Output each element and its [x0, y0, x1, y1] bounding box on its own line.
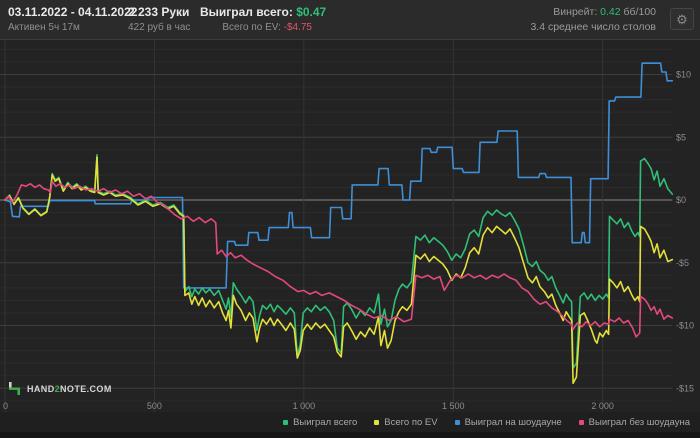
hand2note-logo-icon [9, 382, 20, 395]
y-tick-label: $5 [676, 132, 686, 142]
settings-button[interactable]: ⚙ [670, 8, 694, 30]
series-line-ev-total [4, 156, 674, 385]
series-line-won-nonshowdown [4, 180, 674, 338]
winnings-chart-svg[interactable]: $10 $5 $0 -$5 -$10 -$15 [0, 40, 700, 412]
winrate-group: Винрейт: 0.42 бб/100 3.4 среднее число с… [530, 5, 656, 35]
logo-part1: HAND [27, 383, 55, 394]
legend-item-won-nonshowdown[interactable]: Выиграл без шоудауна [578, 416, 690, 428]
x-tick-label: 0 [3, 401, 9, 411]
legend-dot-pink [578, 419, 584, 425]
winrate-value: 0.42 [600, 6, 621, 18]
won-total-value: $0.47 [296, 5, 327, 19]
legend-item-won-showdown[interactable]: Выиграл на шоудауне [454, 416, 562, 428]
chart-legend: Выиграл всего Всего по EV Выиграл на шоу… [283, 415, 690, 429]
winnings-group: Выиграл всего: $0.47 Всего по EV: -$4.75 [200, 5, 326, 35]
legend-label: Выиграл всего [293, 416, 358, 428]
legend-dot-blue [454, 419, 460, 425]
gear-icon: ⚙ [676, 12, 688, 27]
series-line-won-showdown [4, 62, 674, 289]
hand2note-logo-text: HAND2NOTE.COM [27, 384, 112, 394]
window-bottom-edge [0, 432, 700, 438]
series-line-won-total [4, 154, 674, 370]
x-tick-label: 1 500 [441, 401, 465, 411]
stats-header: 03.11.2022 - 04.11.2022 Активен 5ч 17м 2… [0, 0, 700, 40]
legend-item-ev-total[interactable]: Всего по EV [374, 416, 438, 428]
hands-count: 2 233 Руки [128, 5, 190, 19]
date-range: 03.11.2022 - 04.11.2022 [8, 5, 138, 19]
winrate-line: Винрейт: 0.42 бб/100 [530, 5, 656, 20]
won-total-line: Выиграл всего: $0.47 [200, 5, 326, 20]
legend-dot-green [283, 419, 289, 425]
x-tick-label: 500 [146, 401, 162, 411]
won-total-label: Выиграл всего: [200, 5, 293, 19]
active-time: Активен 5ч 17м [8, 22, 80, 33]
hourly-rate: 422 руб в час [128, 22, 191, 33]
x-tick-label: 1 000 [292, 401, 316, 411]
ev-total-line: Всего по EV: -$4.75 [200, 20, 312, 35]
y-tick-label: -$5 [676, 258, 689, 268]
legend-label: Выиграл на шоудауне [464, 416, 562, 428]
legend-label: Выиграл без шоудауна [588, 416, 690, 428]
avg-tables: 3.4 среднее число столов [530, 21, 656, 33]
session-date-group: 03.11.2022 - 04.11.2022 Активен 5ч 17м [8, 5, 137, 35]
ev-total-value: -$4.75 [283, 22, 312, 33]
hands-group: 2 233 Руки 422 руб в час [128, 5, 190, 35]
y-tick-label: $0 [676, 195, 686, 205]
hand2note-logo: HAND2NOTE.COM [7, 381, 112, 396]
legend-dot-yellow [374, 419, 380, 425]
bottom-strip [0, 412, 700, 432]
ev-total-label: Всего по EV: [222, 22, 281, 33]
winrate-unit: бб/100 [623, 6, 656, 18]
legend-label: Всего по EV [384, 416, 438, 428]
y-tick-label: $10 [676, 70, 691, 80]
x-tick-label: 2 000 [591, 401, 614, 411]
winrate-label: Винрейт: [553, 6, 598, 18]
logo-part2: 2 [54, 383, 61, 394]
legend-item-won-total[interactable]: Выиграл всего [283, 417, 357, 428]
y-tick-label: -$10 [676, 321, 694, 331]
y-tick-label: -$15 [676, 383, 694, 393]
logo-part3: NOTE.COM [60, 383, 112, 394]
